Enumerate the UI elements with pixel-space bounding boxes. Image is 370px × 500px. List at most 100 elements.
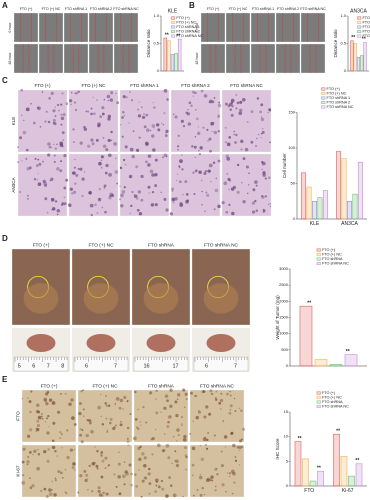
- cell: [236, 163, 240, 167]
- cell: [143, 463, 147, 468]
- cell: [100, 393, 102, 396]
- column-header: FTO shRNA 1: [130, 83, 159, 88]
- image-tile: [17, 89, 68, 153]
- cell: [264, 177, 267, 180]
- cell: [25, 157, 28, 160]
- legend-swatch: [171, 25, 176, 29]
- cell: [152, 148, 156, 152]
- cell: [154, 428, 157, 431]
- legend-label: FTO shRNA 1: [176, 25, 200, 29]
- cell: [81, 429, 84, 432]
- cell: [127, 444, 129, 446]
- cell: [56, 103, 60, 107]
- cell: [98, 188, 102, 191]
- image-tile: [300, 43, 326, 74]
- cell: [163, 88, 168, 93]
- cell: [51, 208, 53, 211]
- cell: [85, 110, 88, 113]
- cell: [211, 479, 214, 482]
- cell: [54, 200, 58, 203]
- cell: [217, 159, 221, 163]
- cell: [244, 147, 249, 152]
- legend-swatch: [316, 257, 321, 261]
- y-tick-label: 50: [291, 181, 296, 186]
- cell: [79, 433, 83, 437]
- cell: [151, 173, 155, 177]
- cell: [60, 123, 63, 126]
- cell: [44, 120, 47, 123]
- cell: [180, 416, 183, 419]
- cell: [234, 459, 238, 463]
- cell: [254, 180, 258, 184]
- cell: [211, 130, 213, 133]
- cell: [130, 472, 133, 476]
- cell: [268, 108, 272, 112]
- cell: [88, 190, 92, 195]
- cell: [120, 204, 124, 208]
- cell: [147, 472, 151, 476]
- cell: [105, 404, 108, 407]
- cell: [203, 415, 207, 419]
- cell: [193, 394, 197, 398]
- cell: [77, 491, 80, 494]
- cell: [47, 448, 50, 451]
- cell: [174, 400, 178, 404]
- significance-mark: **: [362, 37, 366, 43]
- cell: [208, 412, 212, 416]
- cell: [160, 479, 164, 483]
- bar: [306, 186, 312, 220]
- cell: [92, 96, 94, 99]
- image-tile: [221, 89, 272, 153]
- cell: [192, 171, 195, 174]
- cell: [145, 113, 149, 117]
- cell: [35, 427, 38, 430]
- cell: [154, 490, 157, 493]
- cell: [59, 431, 62, 434]
- cell: [238, 445, 242, 449]
- cell: [261, 130, 265, 134]
- cell: [65, 102, 69, 106]
- ruler-number: 8: [61, 363, 64, 369]
- panel-label: A: [2, 1, 8, 10]
- cell: [64, 491, 67, 494]
- cell: [148, 482, 152, 486]
- bar: [357, 161, 363, 220]
- cell: [167, 420, 170, 424]
- cell: [229, 394, 232, 397]
- cell: [226, 392, 229, 396]
- image-tile: [275, 43, 301, 74]
- cell: [28, 400, 32, 404]
- cell: [235, 133, 238, 137]
- cell: [120, 193, 124, 198]
- legend-label: FTO shRNA 1: [362, 25, 370, 29]
- cell: [162, 123, 165, 126]
- bar: [336, 151, 342, 220]
- y-tick-label: 10: [284, 434, 289, 439]
- cell: [46, 459, 50, 463]
- column-header: FTO (+) NC: [81, 83, 106, 88]
- cell: [47, 142, 51, 146]
- cell: [260, 194, 264, 198]
- cell: [217, 114, 221, 117]
- cell: [155, 480, 158, 484]
- cell: [128, 174, 133, 179]
- cell: [260, 103, 264, 107]
- cell: [52, 109, 56, 113]
- y-axis-label: Weight of Tumor (mg): [275, 295, 280, 340]
- cell: [176, 440, 178, 442]
- image-tile: [38, 12, 64, 43]
- cell: [229, 108, 232, 111]
- cell: [183, 434, 187, 439]
- cell: [87, 478, 89, 480]
- cell: [108, 153, 112, 158]
- cell: [54, 478, 57, 482]
- chart-title: AN3CA: [350, 8, 367, 14]
- cell: [220, 464, 224, 468]
- cell: [149, 391, 153, 395]
- ruler-number: 17: [172, 363, 178, 369]
- cell: [147, 163, 151, 167]
- cell: [231, 492, 234, 495]
- cell: [201, 190, 203, 193]
- cell: [161, 449, 165, 453]
- organ: [23, 283, 59, 314]
